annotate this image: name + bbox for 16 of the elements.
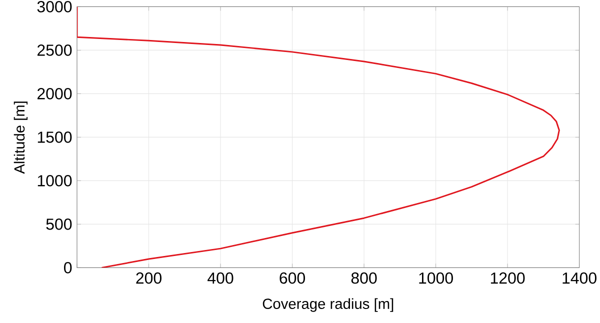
x-tick-label: 400 — [208, 272, 234, 284]
x-tick-label: 1200 — [490, 272, 525, 284]
y-tick-label: 500 — [46, 218, 72, 230]
x-tick-label: 800 — [351, 272, 377, 284]
y-tick-label: 2500 — [37, 44, 72, 56]
y-tick-label: 2000 — [37, 88, 72, 100]
y-tick-label: 3000 — [37, 1, 72, 12]
x-axis-title: Coverage radius [m] — [262, 298, 394, 312]
x-tick-label: 1000 — [419, 272, 453, 284]
y-tick-label: 1500 — [38, 132, 72, 143]
x-tick-label: 200 — [136, 272, 162, 284]
x-tick-label: 1400 — [562, 272, 596, 284]
x-tick-label: 600 — [280, 272, 305, 284]
y-tick-label: 0 — [64, 262, 72, 274]
y-tick-label: 1000 — [38, 175, 72, 186]
y-axis-title: Altitude [m] — [14, 102, 28, 174]
